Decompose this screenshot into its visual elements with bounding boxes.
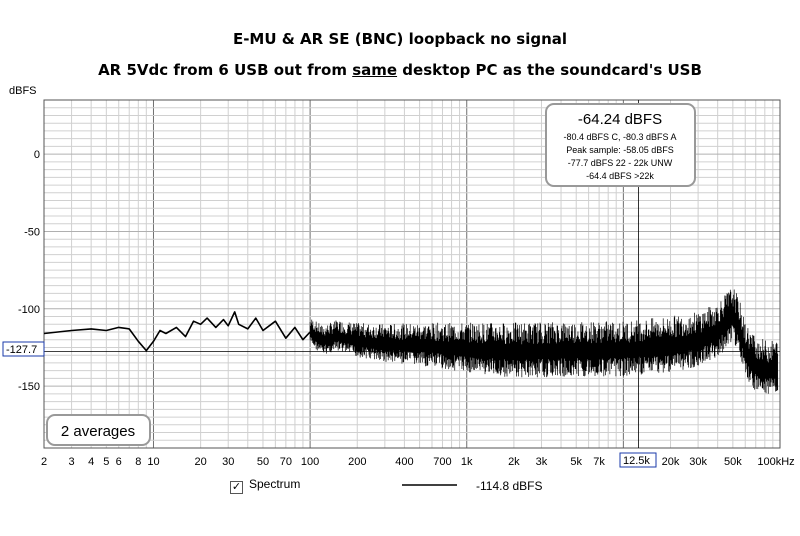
y-tick-label: -100	[18, 304, 40, 316]
readout-line-1: -80.4 dBFS C, -80.3 dBFS A	[563, 132, 676, 142]
x-tick-label: 20	[195, 456, 207, 468]
y-axis-label: dBFS	[9, 85, 37, 97]
y-tick-label: 0	[34, 149, 40, 161]
spectrum-trace	[43, 311, 385, 352]
x-tick-label: 30	[222, 456, 234, 468]
spectrum-checkbox[interactable]: ✓	[230, 481, 243, 494]
x-tick-label: 200	[348, 456, 366, 468]
x-tick-label: 6	[116, 456, 122, 468]
noise-band	[309, 289, 778, 394]
x-axis-ticks: 2 3 456 8 10 20 30 50 70 100 200 400 700 1k 2k 3k 5k 7k 12…	[41, 456, 795, 468]
x-tick-label: 1k	[461, 456, 473, 468]
averages-box[interactable]: 2 averages	[46, 414, 151, 446]
readout-main-value: -64.24 dBFS	[578, 111, 662, 128]
cursor-y-value: -127.7	[6, 344, 37, 356]
y-tick-label: -50	[24, 226, 40, 238]
averages-label: 2 averages	[61, 423, 135, 440]
cursor-x-readout: 12.5k	[619, 452, 657, 468]
readout-line-3: -77.7 dBFS 22 - 22k UNW	[568, 158, 673, 168]
x-tick-label: 2	[41, 456, 47, 468]
legend: ✓ Spectrum	[230, 477, 300, 494]
x-tick-label: 100kHz	[757, 456, 794, 468]
y-tick-label: -150	[18, 381, 40, 393]
x-tick-label: 4	[88, 456, 94, 468]
x-tick-label: 70	[280, 456, 292, 468]
x-tick-label: 30k	[689, 456, 707, 468]
plot-frame	[43, 99, 781, 449]
readout-line-2: Peak sample: -58.05 dBFS	[566, 145, 674, 155]
x-tick-label: 8	[135, 456, 141, 468]
x-tick-label: 20k	[662, 456, 680, 468]
legend-value: -114.8 dBFS	[476, 479, 542, 493]
x-tick-label: 50	[257, 456, 269, 468]
x-tick-label: 5k	[570, 456, 582, 468]
x-tick-label: 700	[433, 456, 451, 468]
x-tick-label: 3	[69, 456, 75, 468]
noise-path	[309, 289, 778, 394]
x-tick-label: 3k	[536, 456, 548, 468]
chart-subtitle: AR 5Vdc from 6 USB out from same desktop…	[0, 61, 800, 79]
legend-series-label: Spectrum	[249, 477, 301, 491]
y-axis-ticks: 0 -50 -100 -150	[18, 149, 40, 393]
subtitle-part-1: AR 5Vdc from 6 USB out from	[98, 61, 353, 79]
subtitle-part-2: desktop PC as the soundcard's USB	[397, 61, 702, 79]
x-tick-label: 5	[103, 456, 109, 468]
x-tick-label: 10	[147, 456, 159, 468]
x-tick-label: 400	[395, 456, 413, 468]
cursor-y-readout: -127.7	[2, 341, 45, 357]
x-tick-label: 100	[301, 456, 319, 468]
chart-title: E-MU & AR SE (BNC) loopback no signal	[232, 30, 568, 48]
cursor-x-value: 12.5k	[623, 455, 650, 467]
x-tick-label: 7k	[593, 456, 605, 468]
readout-box[interactable]: -64.24 dBFS -80.4 dBFS C, -80.3 dBFS A P…	[545, 103, 696, 187]
x-tick-label: 2k	[508, 456, 520, 468]
x-tick-label: 50k	[724, 456, 742, 468]
subtitle-emphasis: same	[352, 61, 398, 79]
readout-line-4: -64.4 dBFS >22k	[586, 171, 654, 181]
